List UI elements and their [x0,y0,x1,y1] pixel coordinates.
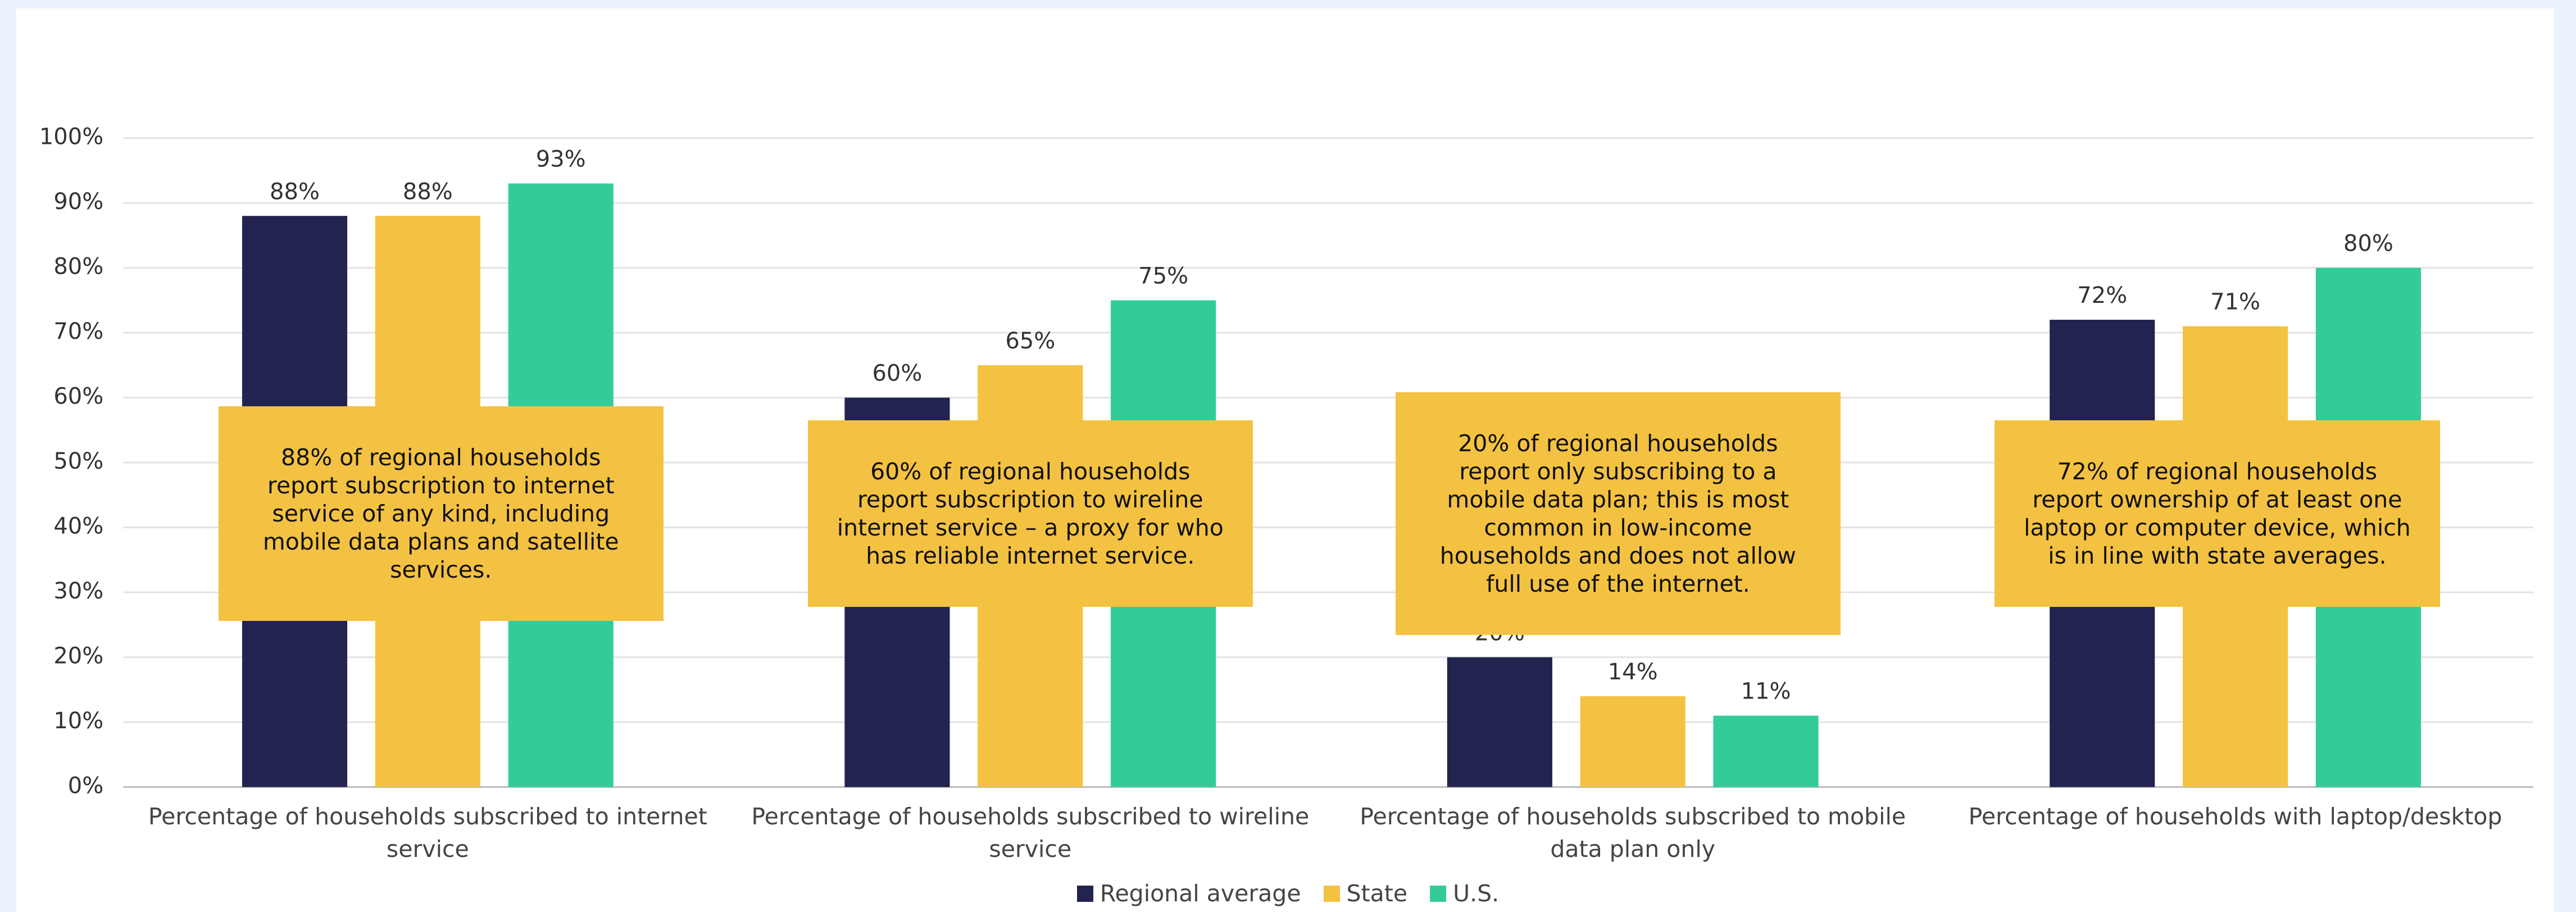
value-label: 11% [1741,679,1791,705]
y-tick-label: 50% [53,448,103,474]
y-tick-label: 40% [53,514,103,539]
x-tick-label: Percentage of households subscribed to m… [1360,803,1906,863]
value-label: 88% [403,179,453,205]
bar [1713,715,1819,787]
value-label: 14% [1608,659,1658,685]
legend-swatch [1430,885,1447,902]
value-label: 65% [1005,328,1055,354]
value-label: 75% [1138,263,1188,289]
value-label: 88% [270,179,320,205]
y-tick-label: 70% [53,319,103,344]
x-tick-label: Percentage of households subscribed to i… [148,803,707,863]
bar [1580,696,1685,787]
legend-label: Regional average [1100,880,1301,907]
x-tick-label: Percentage of households with laptop/des… [1968,803,2502,831]
legend-swatch [1076,885,1093,902]
y-tick-label: 60% [53,384,103,410]
y-tick-label: 100% [39,124,103,150]
y-tick-label: 80% [53,254,103,280]
value-label: 71% [2210,289,2260,315]
y-tick-label: 30% [53,578,103,604]
value-label: 60% [872,361,922,387]
legend-swatch [1323,885,1340,902]
annotation: 60% of regional households report subscr… [807,420,1253,607]
legend-item: Regional average [1076,880,1301,907]
annotation: 20% of regional households report only s… [1395,392,1841,635]
value-label: 80% [2343,231,2393,257]
y-tick-label: 90% [53,189,103,215]
y-tick-label: 10% [53,708,103,734]
annotation: 88% of regional households report subscr… [218,406,664,621]
y-tick-label: 0% [68,773,103,799]
value-label: 93% [536,147,586,173]
annotation: 72% of regional households report owners… [1995,420,2440,607]
legend-label: U.S. [1453,880,1500,907]
legend: Regional average State U.S. [0,880,2576,907]
x-tick-label: Percentage of households subscribed to w… [751,803,1310,863]
y-tick-label: 20% [53,643,103,669]
legend-item: U.S. [1430,880,1499,907]
value-label: 72% [2077,283,2127,308]
legend-item: State [1323,880,1408,907]
bar [1447,657,1552,787]
legend-label: State [1346,880,1408,907]
